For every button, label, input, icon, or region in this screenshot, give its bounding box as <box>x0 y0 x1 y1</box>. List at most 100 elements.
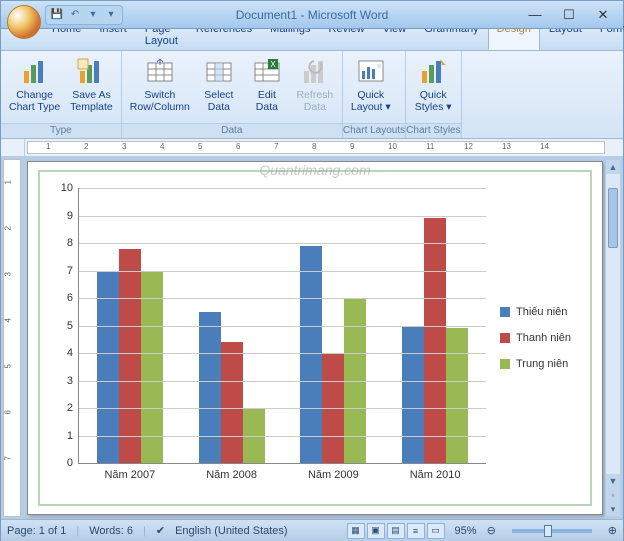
horizontal-ruler[interactable]: 1234567891011121314 <box>27 141 605 154</box>
status-bar: Page: 1 of 1 | Words: 6 | ✔ English (Uni… <box>1 519 623 541</box>
proofing-icon[interactable]: ✔ <box>156 524 165 537</box>
ruler-tick: 7 <box>274 142 278 151</box>
document-page[interactable]: Quantrimang.com Năm 2007Năm 2008Năm 2009… <box>27 161 603 515</box>
edit-data-button[interactable]: X EditData <box>244 53 290 113</box>
ribbon: ChangeChart TypeSave AsTemplateTypeSwitc… <box>1 51 623 139</box>
x-axis-label: Năm 2010 <box>410 469 461 481</box>
chart-container[interactable]: Năm 2007Năm 2008Năm 2009Năm 2010 0123456… <box>38 170 592 506</box>
chart-legend: Thiếu niên Thanh niên Trung niên <box>490 182 580 494</box>
select-data-button-label: SelectData <box>204 89 233 113</box>
edit-data-button-label: EditData <box>256 89 278 113</box>
y-axis-label: 10 <box>61 182 73 194</box>
legend-swatch <box>500 307 510 317</box>
scroll-up-arrow[interactable]: ▲ <box>606 160 620 174</box>
office-button[interactable] <box>7 5 41 39</box>
next-page-icon[interactable]: ▾ <box>606 502 620 516</box>
zoom-out-button[interactable]: ⊖ <box>487 524 496 537</box>
y-axis-label: 0 <box>67 457 73 469</box>
ruler-tick: 10 <box>388 142 397 151</box>
ruler-vtick: 7 <box>4 456 13 460</box>
gridline <box>79 243 486 244</box>
ruler-tick: 14 <box>540 142 549 151</box>
window-controls: — ☐ ✕ <box>525 7 613 23</box>
ruler-vtick: 6 <box>4 410 13 414</box>
switch-row-column-button[interactable]: SwitchRow/Column <box>126 53 194 113</box>
select-data-icon <box>204 57 234 87</box>
view-buttons: ▦ ▣ ▤ ≡ ▭ <box>347 523 445 539</box>
word-count[interactable]: Words: 6 <box>89 525 133 537</box>
legend-item[interactable]: Thiếu niên <box>500 306 580 318</box>
ruler-vtick: 2 <box>4 226 13 230</box>
zoom-slider[interactable] <box>512 529 592 533</box>
legend-label: Trung niên <box>516 358 568 370</box>
refresh-data-button-label: RefreshData <box>297 89 334 113</box>
ruler-corner <box>1 139 25 156</box>
bar[interactable] <box>424 218 446 463</box>
print-layout-view-button[interactable]: ▦ <box>347 523 365 539</box>
legend-swatch <box>500 333 510 343</box>
vertical-scrollbar[interactable]: ▲ ▼ ◦ ▾ <box>605 159 621 517</box>
scroll-thumb[interactable] <box>608 188 618 248</box>
outline-view-button[interactable]: ≡ <box>407 523 425 539</box>
web-layout-view-button[interactable]: ▤ <box>387 523 405 539</box>
y-axis-label: 5 <box>67 320 73 332</box>
ribbon-group-chart-layouts: QuickLayout ▾Chart Layouts <box>343 51 406 138</box>
svg-text:X: X <box>270 60 276 69</box>
quick-styles-button[interactable]: QuickStyles ▾ <box>410 53 456 113</box>
undo-icon[interactable]: ↶ <box>68 8 82 22</box>
qat-dropdown-icon[interactable]: ▾ <box>104 8 118 22</box>
window-title: Document1 - Microsoft Word <box>236 8 389 22</box>
bar[interactable] <box>402 326 424 464</box>
redo-icon[interactable]: ▾ <box>86 8 100 22</box>
bar[interactable] <box>446 328 468 463</box>
document-area: 1234567 Quantrimang.com Năm 2007Năm 2008… <box>1 157 623 519</box>
switch-row-column-icon <box>145 57 175 87</box>
select-data-button[interactable]: SelectData <box>196 53 242 113</box>
ruler-tick: 3 <box>122 142 126 151</box>
x-axis-label: Năm 2009 <box>308 469 359 481</box>
quick-layout-button[interactable]: QuickLayout ▾ <box>347 53 395 113</box>
scroll-down-arrow[interactable]: ▼ <box>606 474 620 488</box>
ruler-tick: 4 <box>160 142 164 151</box>
full-screen-view-button[interactable]: ▣ <box>367 523 385 539</box>
zoom-in-button[interactable]: ⊕ <box>608 524 617 537</box>
bar[interactable] <box>199 312 221 463</box>
refresh-data-button: RefreshData <box>292 53 338 113</box>
ruler-tick: 5 <box>198 142 202 151</box>
maximize-button[interactable]: ☐ <box>559 7 579 23</box>
change-chart-type-button[interactable]: ChangeChart Type <box>5 53 64 113</box>
x-axis-label: Năm 2007 <box>104 469 155 481</box>
ribbon-group-label: Chart Styles <box>406 123 460 138</box>
zoom-thumb[interactable] <box>544 525 552 537</box>
save-as-template-button-label: Save AsTemplate <box>70 89 113 113</box>
legend-swatch <box>500 359 510 369</box>
minimize-button[interactable]: — <box>525 7 545 23</box>
bar[interactable] <box>119 249 141 464</box>
quick-access-toolbar: 💾 ↶ ▾ ▾ <box>45 5 123 25</box>
draft-view-button[interactable]: ▭ <box>427 523 445 539</box>
gridline <box>79 408 486 409</box>
bar[interactable] <box>141 271 163 464</box>
prev-page-icon[interactable]: ◦ <box>606 488 620 502</box>
language-status[interactable]: English (United States) <box>175 525 288 537</box>
y-axis-label: 3 <box>67 375 73 387</box>
ruler-tick: 1 <box>46 142 50 151</box>
legend-item[interactable]: Thanh niên <box>500 332 580 344</box>
title-bar: 💾 ↶ ▾ ▾ Document1 - Microsoft Word — ☐ ✕ <box>1 1 623 29</box>
ribbon-group-type: ChangeChart TypeSave AsTemplateType <box>1 51 122 138</box>
gridline <box>79 381 486 382</box>
legend-item[interactable]: Trung niên <box>500 358 580 370</box>
ribbon-group-data: SwitchRow/Column SelectData X EditData Refre… <box>122 51 343 138</box>
chart-plot: Năm 2007Năm 2008Năm 2009Năm 2010 0123456… <box>50 182 490 494</box>
bar[interactable] <box>97 271 119 464</box>
gridline <box>79 353 486 354</box>
page-status[interactable]: Page: 1 of 1 <box>7 525 66 537</box>
bar[interactable] <box>221 342 243 463</box>
vertical-ruler[interactable]: 1234567 <box>3 159 21 517</box>
save-as-template-icon <box>76 57 106 87</box>
save-icon[interactable]: 💾 <box>50 8 64 22</box>
bar[interactable] <box>300 246 322 463</box>
close-button[interactable]: ✕ <box>593 7 613 23</box>
zoom-level[interactable]: 95% <box>455 525 477 537</box>
save-as-template-button[interactable]: Save AsTemplate <box>66 53 117 113</box>
